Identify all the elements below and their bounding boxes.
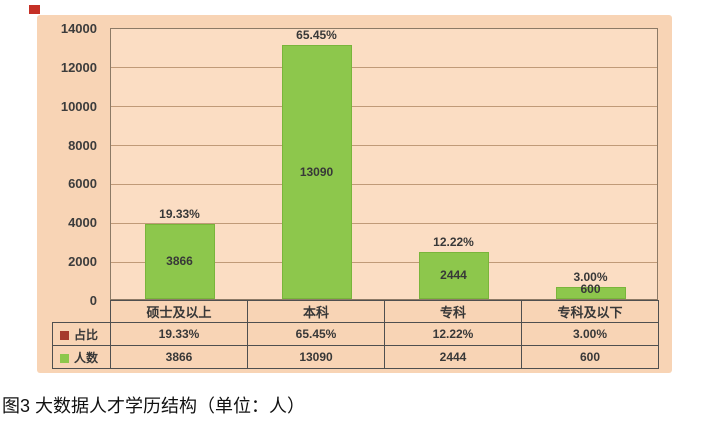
table-cell: 600 — [521, 345, 659, 369]
table-cell: 2444 — [384, 345, 522, 369]
gridline — [111, 222, 657, 224]
bar-percent-label: 65.45% — [296, 27, 337, 42]
y-axis-label: 0 — [89, 293, 97, 308]
bar-value-label: 3866 — [166, 254, 193, 269]
legend-key-icon — [60, 330, 69, 340]
red-square-marker — [29, 5, 40, 14]
bar-percent-label: 19.33% — [159, 206, 200, 221]
bar-本科 — [281, 44, 352, 299]
table-cell: 13090 — [247, 345, 385, 369]
table-cell: 3.00% — [521, 322, 659, 346]
legend-cell: 占比 — [52, 322, 111, 346]
table-cell: 12.22% — [384, 322, 522, 346]
bar-硕士及以上 — [144, 223, 215, 299]
y-axis-label: 14000 — [60, 21, 97, 36]
y-axis-label: 6000 — [68, 176, 97, 192]
category-label: 本科 — [247, 300, 385, 323]
bar-value-label: 13090 — [299, 164, 334, 179]
table-row: 人数 3866 13090 2444 600 — [52, 345, 659, 369]
legend-cell: 人数 — [52, 345, 111, 369]
table-cell: 65.45% — [247, 322, 385, 346]
y-axis-label: 2000 — [68, 254, 97, 270]
data-table: 硕士及以上 本科 专科 专科及以下 占比 19.33% 65.45% 12.22% 3.00% 人… — [52, 300, 659, 369]
bar-专科 — [418, 251, 489, 299]
gridline — [111, 183, 657, 185]
y-axis-label: 4000 — [68, 215, 97, 231]
legend-key-icon — [60, 353, 69, 363]
figure-caption: 图3 大数据人才学历结构（单位：人） — [2, 396, 306, 416]
table-cell: 3866 — [110, 345, 248, 369]
y-axis-label: 12000 — [60, 59, 97, 75]
bar-percent-label: 3.00% — [573, 270, 608, 285]
y-axis-label: 10000 — [60, 98, 97, 114]
bar-value-label: 600 — [580, 282, 601, 297]
bar-percent-label: 12.22% — [433, 234, 474, 249]
category-label: 专科 — [384, 300, 522, 323]
table-cell: 19.33% — [110, 322, 248, 346]
category-label: 专科及以下 — [521, 300, 659, 323]
gridline — [111, 145, 657, 147]
gridline — [111, 67, 657, 69]
bar-value-label: 2444 — [440, 268, 467, 283]
gridline — [111, 106, 657, 108]
y-axis-label: 8000 — [68, 137, 97, 153]
plot-area: 3866 19.33% 13090 65.45% 2444 12.22% 600 3.00% — [110, 28, 658, 300]
gridline — [111, 261, 657, 263]
bar-专科及以下 — [555, 287, 626, 299]
category-label: 硕士及以上 — [110, 300, 248, 323]
table-row: 占比 19.33% 65.45% 12.22% 3.00% — [52, 322, 659, 346]
chart-panel: 3866 19.33% 13090 65.45% 2444 12.22% 600 3.00% … — [37, 15, 672, 373]
